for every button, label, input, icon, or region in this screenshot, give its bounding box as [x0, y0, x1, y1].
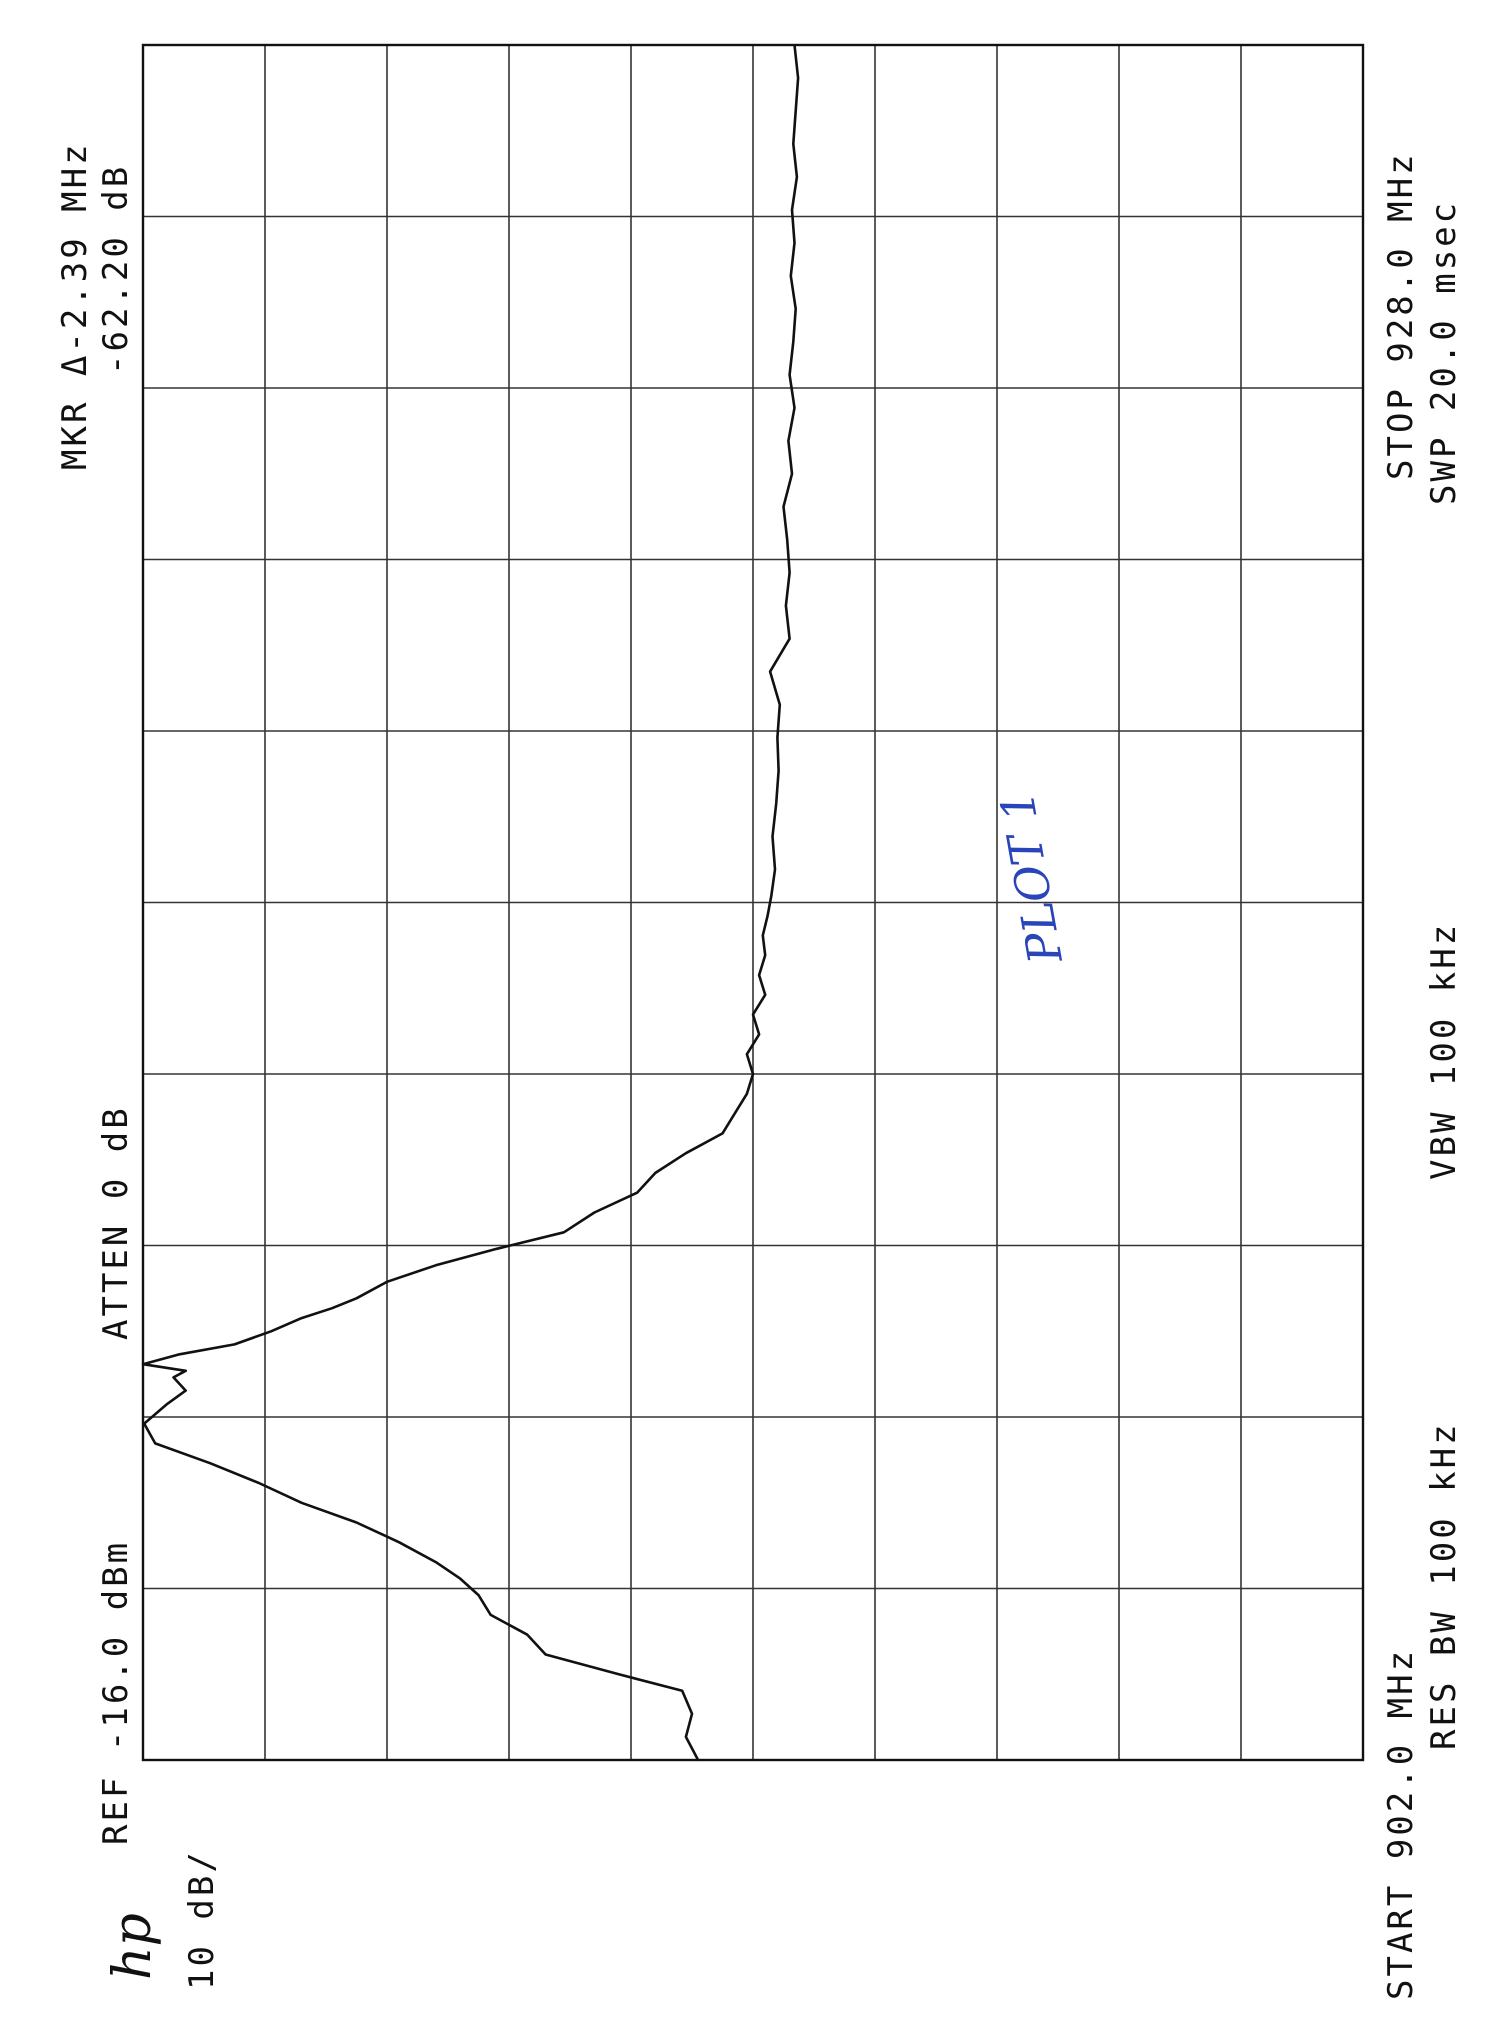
- stop-frequency-label: STOP 928.0 MHz: [1381, 151, 1421, 480]
- resolution-bandwidth-label: RES BW 100 kHz: [1424, 1421, 1464, 1750]
- handwritten-note: PLOT 1: [989, 787, 1073, 969]
- marker-delta-label: MKR Δ-2.39 MHz: [55, 141, 95, 470]
- scale-label: 10 dB/: [182, 1849, 222, 1990]
- hp-logo: hp: [103, 1913, 163, 1980]
- sweep-time-label: SWP 20.0 msec: [1424, 200, 1464, 505]
- graticule: [143, 45, 1363, 1760]
- spectrum-trace: [141, 44, 800, 1761]
- plot-frame: [141, 43, 1365, 1762]
- start-frequency-label: START 902.0 MHz: [1381, 1648, 1421, 2000]
- reference-level-label: REF -16.0 dBm: [96, 1540, 136, 1845]
- marker-level-label: -62.20 dB: [96, 164, 136, 375]
- attenuation-label: ATTEN 0 dB: [96, 1105, 136, 1340]
- video-bandwidth-label: VBW 100 kHz: [1424, 922, 1464, 1180]
